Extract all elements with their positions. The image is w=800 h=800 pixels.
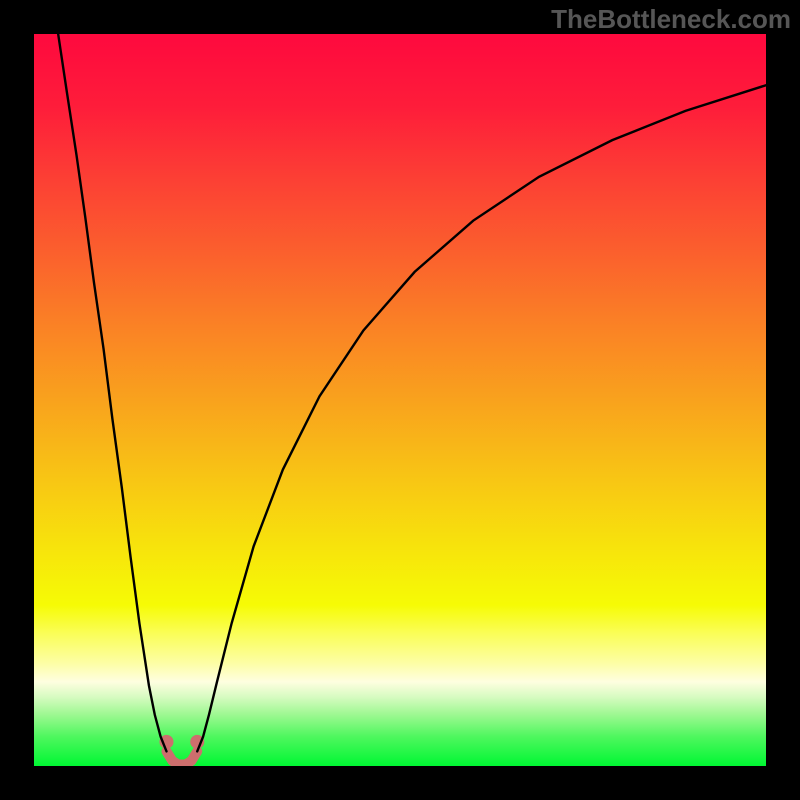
trough-link (166, 751, 197, 764)
plot-area (34, 34, 766, 766)
curve-left-branch (58, 34, 166, 751)
curve-right-branch (197, 85, 766, 751)
chart-svg (34, 34, 766, 766)
watermark-text: TheBottleneck.com (551, 4, 791, 35)
